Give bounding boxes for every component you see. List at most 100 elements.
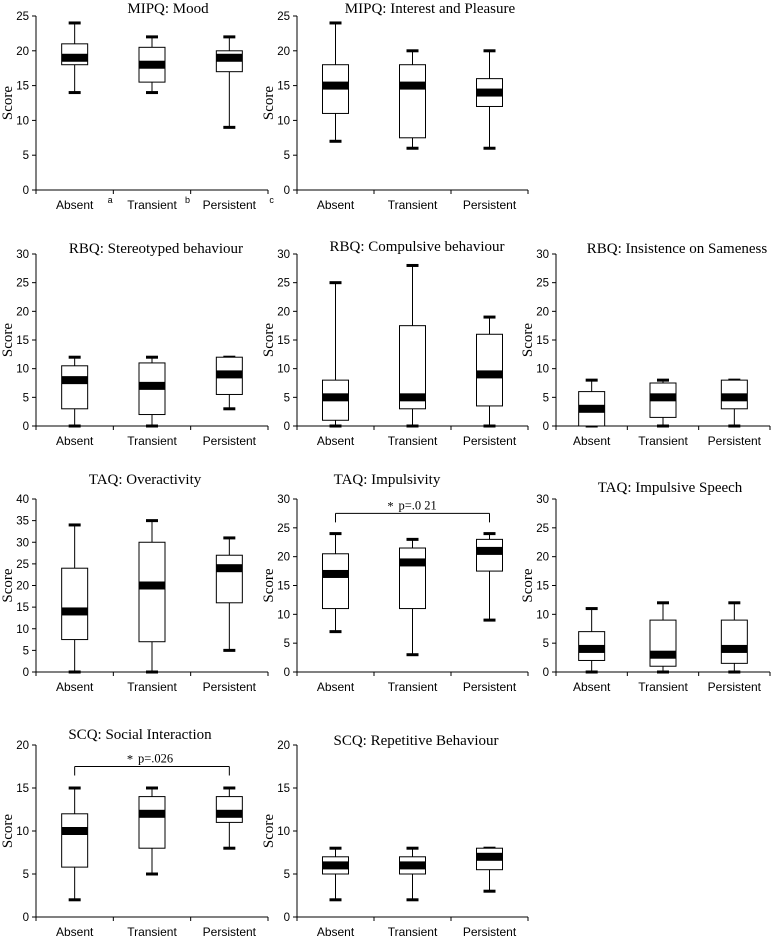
category-label: Transient [638,680,688,694]
y-tick-label: 5 [284,638,290,650]
y-tick-label: 20 [277,46,290,58]
y-axis-label: Score [261,323,277,357]
category-label: Absent [317,925,355,937]
iqr-box [61,567,89,641]
y-tick-label: 40 [16,494,29,506]
y-tick-label: 0 [284,185,290,197]
y-axis-label: Score [520,323,536,357]
iqr-box [399,547,426,610]
median-bar [578,644,605,653]
y-tick-label: 15 [277,81,290,93]
median-bar [578,404,605,413]
y-tick-label: 5 [23,150,29,162]
y-tick-label: 30 [536,494,549,506]
median-bar [476,546,503,555]
category-label: Transient [388,198,438,212]
median-bar [139,60,165,69]
y-tick-label: 25 [277,11,290,23]
chart-title: RBQ: Compulsive behaviour [330,239,505,255]
chart-title: SCQ: Social Interaction [68,727,212,743]
box-absent [322,281,349,428]
y-tick-label: 25 [16,278,29,290]
y-tick-label: 5 [23,392,29,404]
p-value-label: p=.026 [138,752,173,766]
iqr-box [61,813,89,868]
median-bar [399,558,426,567]
box-transient [138,519,166,674]
median-bar [721,644,748,653]
box-transient [399,537,426,657]
y-tick-label: 0 [23,421,29,433]
median-bar [216,53,243,62]
y-tick-label: 30 [277,494,290,506]
y-tick-label: 10 [277,826,290,838]
panel-6: TAQ: Impulsivity Score 0 5 10 15 20 25 30 Absent T… [261,472,529,694]
y-tick-label: 10 [536,609,549,621]
median-bar [399,393,426,402]
significance-star: * [127,753,133,767]
box-transient [649,378,677,428]
chart-title: RBQ: Stereotyped behaviour [69,241,243,257]
panel-1: MIPQ: Interest and Pleasure Score 0 5 10 15 20… [261,1,529,212]
category-label: Transient [127,434,177,448]
significance-bracket: * p=.026 [74,752,230,776]
chart-title: SCQ: Repetitive Behaviour [334,733,499,749]
y-tick-label: 20 [16,46,29,58]
y-tick-label: 15 [16,783,29,795]
category-label: Persistent [203,680,257,694]
box-absent [322,846,349,902]
box-absent [322,21,349,143]
iqr-box [476,333,503,407]
y-tick-label: 0 [23,667,29,679]
y-tick-label: 20 [277,306,290,318]
panel-9: SCQ: Repetitive Behaviour Score 0 5 10 15 20 Ab… [261,733,529,937]
box-persistent [215,355,243,411]
box-persistent [215,35,243,129]
y-tick-label: 25 [16,11,29,23]
y-tick-label: 15 [16,81,29,93]
category-label: Absent [573,434,611,448]
category-label: Persistent [708,680,762,694]
box-transient [138,355,166,428]
iqr-box [215,554,243,604]
y-tick-label: 5 [284,392,290,404]
median-bar [476,852,503,861]
chart-title: TAQ: Impulsivity [334,472,441,488]
y-tick-label: 10 [277,115,290,127]
category-label: Absent [56,434,94,448]
box-persistent [476,532,503,622]
y-tick-label: 20 [536,306,549,318]
y-tick-label: 10 [16,624,29,636]
y-axis-label: Score [0,568,16,602]
y-tick-label: 0 [284,421,290,433]
y-tick-label: 5 [284,150,290,162]
iqr-box [138,541,166,643]
y-tick-label: 20 [16,740,29,752]
y-axis-label: Score [0,86,16,120]
median-bar [139,809,165,818]
y-tick-label: 15 [277,783,290,795]
category-label: Persistent [708,434,762,448]
y-tick-label: 15 [16,335,29,347]
y-tick-label: 30 [16,537,29,549]
category-label: Persistent [463,925,517,937]
category-label: Absent [56,198,94,212]
median-bar [61,827,88,835]
panel-2: RBQ: Stereotyped behaviour Score 0 5 10 15 20 2… [0,241,269,448]
iqr-box [476,538,503,572]
median-bar [139,381,165,390]
y-tick-label: 20 [277,740,290,752]
category-label: Transient [127,198,177,212]
box-transient [399,846,426,902]
y-axis-label: Score [0,814,16,848]
chart-title: TAQ: Impulsive Speech [598,480,743,496]
panel-3: RBQ: Compulsive behaviour Score 0 5 10 15 20 25… [261,239,529,448]
category-label: Persistent [463,198,517,212]
category-label: Transient [388,680,438,694]
y-tick-label: 25 [277,278,290,290]
y-tick-label: 10 [277,364,290,376]
category-label: Absent [317,198,355,212]
median-bar [61,376,88,385]
box-persistent [215,786,243,850]
median-bar [399,861,426,870]
